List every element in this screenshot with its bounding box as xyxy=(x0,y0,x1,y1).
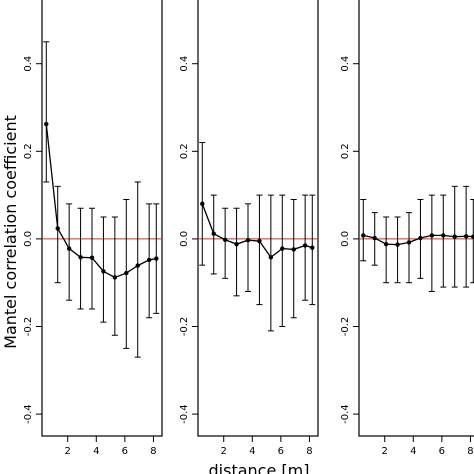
x-tick-label: 4 xyxy=(249,446,255,457)
y-tick-label: 0.4 xyxy=(340,56,351,72)
data-point xyxy=(361,233,366,238)
y-tick-label: 0.0 xyxy=(23,231,34,247)
data-point xyxy=(101,269,106,274)
data-point xyxy=(146,257,152,263)
y-tick-label: 0.0 xyxy=(340,231,351,247)
data-point xyxy=(463,234,469,239)
data-point xyxy=(268,255,274,260)
x-tick-label: 6 xyxy=(122,446,128,457)
series-line xyxy=(45,124,157,279)
x-tick-label: 6 xyxy=(278,446,284,457)
data-point xyxy=(55,226,60,231)
data-point xyxy=(257,238,262,244)
data-point xyxy=(124,270,129,276)
data-point xyxy=(211,231,216,236)
data-point xyxy=(471,234,474,239)
y-tick-label: -0.2 xyxy=(340,317,351,337)
x-tick-label: 2 xyxy=(221,446,227,457)
y-tick-label: -0.4 xyxy=(340,404,351,424)
data-point xyxy=(245,238,251,243)
y-axis-title: Mantel correlation coefficient xyxy=(1,115,20,349)
data-point xyxy=(44,121,49,127)
x-tick-label: 6 xyxy=(439,446,445,457)
panel-2: -0.4 -0.2 0.0 0.2 0.4 2 4 6 8 xyxy=(179,0,319,457)
y-tick-label: 0.2 xyxy=(340,143,351,159)
x-tick-label: 4 xyxy=(93,446,99,457)
y-tick-label: 0.2 xyxy=(23,143,34,159)
data-point xyxy=(112,275,118,280)
data-point xyxy=(429,233,435,238)
data-point xyxy=(280,246,285,251)
y-tick-label: 0.4 xyxy=(179,56,190,72)
y-tick-label: -0.4 xyxy=(179,404,190,424)
y-tick-label: 0.4 xyxy=(23,56,34,72)
plot-frame xyxy=(41,0,163,437)
data-point xyxy=(234,241,239,247)
panel-3: -0.4 -0.2 0.0 0.2 0.4 2 4 6 8 xyxy=(340,0,474,457)
data-point xyxy=(395,242,400,247)
y-tick-label: 0.0 xyxy=(179,231,190,247)
data-point xyxy=(78,255,83,260)
data-point xyxy=(452,234,457,239)
x-axis-title: distance [m] xyxy=(209,461,310,474)
data-point xyxy=(200,201,205,207)
data-point xyxy=(154,256,159,261)
data-point xyxy=(291,247,296,252)
plot-frame xyxy=(358,0,474,437)
data-point xyxy=(66,246,72,251)
data-point xyxy=(89,255,95,260)
x-tick-label: 2 xyxy=(65,446,71,457)
y-tick-label: -0.2 xyxy=(23,317,34,337)
data-point xyxy=(383,241,389,247)
panels-group: -0.4 -0.2 0.0 0.2 0.4 2 4 6 8 -0.4 -0.2 0.0 0.2 0.4 2 4… xyxy=(23,0,474,457)
data-point xyxy=(222,237,228,242)
data-point xyxy=(418,235,423,241)
data-point xyxy=(135,263,140,268)
x-tick-label: 8 xyxy=(467,446,473,457)
data-point xyxy=(406,240,412,245)
data-point xyxy=(302,243,308,248)
x-tick-label: 8 xyxy=(306,446,312,457)
x-tick-label: 2 xyxy=(382,446,388,457)
data-point xyxy=(441,233,446,238)
data-point xyxy=(310,245,315,250)
y-tick-label: 0.2 xyxy=(179,143,190,159)
y-tick-label: -0.4 xyxy=(23,404,34,424)
x-tick-label: 8 xyxy=(150,446,156,457)
plot-frame xyxy=(197,0,319,437)
panel-1: -0.4 -0.2 0.0 0.2 0.4 2 4 6 8 xyxy=(23,0,163,457)
x-tick-label: 4 xyxy=(410,446,416,457)
data-point xyxy=(372,235,377,241)
y-tick-label: -0.2 xyxy=(179,317,190,337)
